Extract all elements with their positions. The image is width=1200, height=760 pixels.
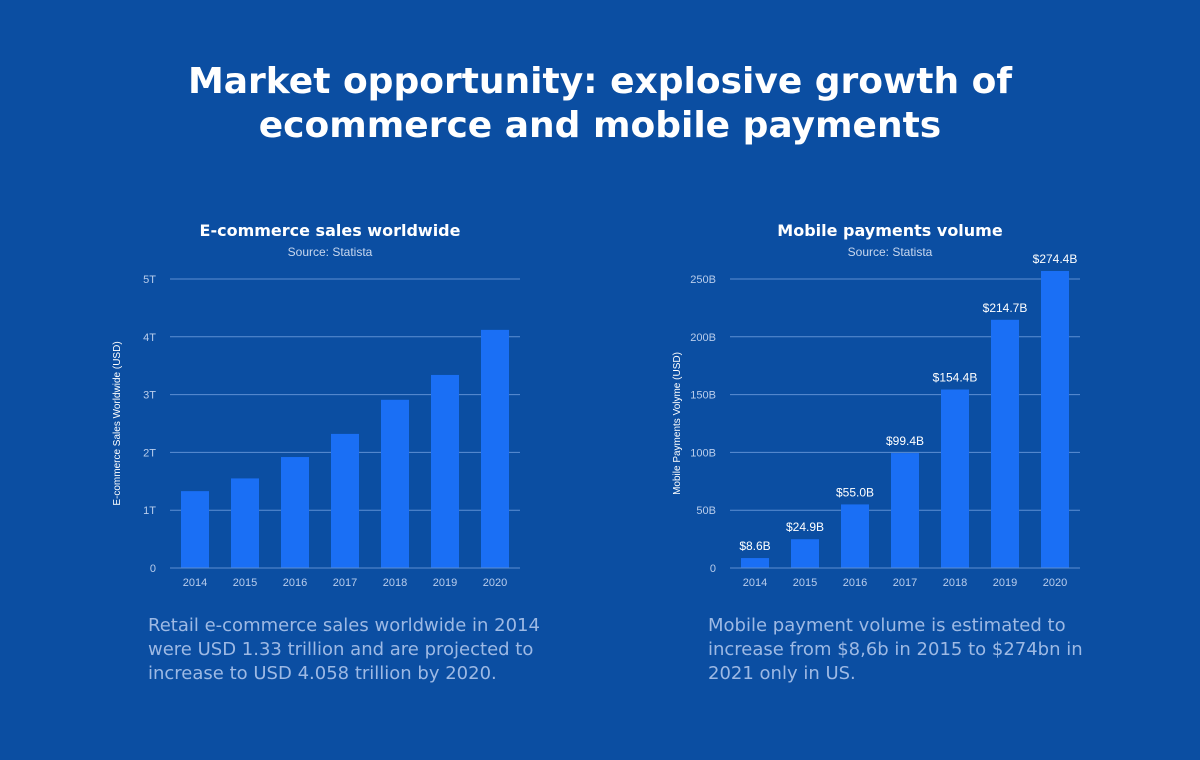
bar	[841, 504, 869, 568]
bar	[381, 399, 409, 568]
chart-subtitle: Source: Statista	[287, 245, 373, 259]
x-tick-label: 2016	[843, 577, 867, 589]
bar	[431, 374, 459, 568]
bar	[331, 433, 359, 568]
bar	[891, 453, 919, 568]
x-tick-label: 2014	[743, 577, 767, 589]
bar	[281, 457, 309, 568]
x-tick-label: 2016	[283, 577, 307, 589]
chart-subtitle: Source: Statista	[847, 245, 933, 259]
y-tick-label: 0	[150, 563, 156, 575]
data-label: $154.4B	[933, 371, 978, 385]
bar	[1041, 271, 1069, 568]
ecommerce-bar-chart: 0 1T 2T 3T 4T 5T E-commerce Sales Worldwide (U…	[112, 274, 520, 589]
bar	[181, 491, 209, 568]
x-tick-label: 2019	[993, 577, 1017, 589]
bar	[991, 319, 1019, 568]
mobile-payments-bar-chart: 0 50B 100B 150B 200B 250B Mobile Payments Voly…	[672, 252, 1080, 589]
chart-title: E-commerce sales worldwide	[199, 221, 461, 240]
y-tick-label: 50B	[696, 505, 716, 517]
data-label: $55.0B	[836, 485, 874, 499]
data-label: $8.6B	[739, 539, 770, 553]
y-tick-label: 150B	[690, 390, 716, 402]
bar	[791, 539, 819, 568]
y-tick-label: 0	[710, 563, 716, 575]
bar	[231, 478, 259, 568]
chart-title: Mobile payments volume	[777, 221, 1003, 240]
x-tick-label: 2020	[483, 577, 507, 589]
bar	[481, 329, 509, 568]
x-tick-label: 2017	[333, 577, 357, 589]
bar	[741, 558, 769, 568]
y-tick-label: 100B	[690, 447, 716, 459]
y-tick-label: 250B	[690, 274, 716, 286]
y-tick-label: 2T	[143, 447, 156, 459]
y-tick-label: 5T	[143, 274, 156, 286]
page-title: Market opportunity: explosive growth of …	[0, 60, 1200, 148]
data-label: $24.9B	[786, 520, 824, 534]
page-title-line-2: ecommerce and mobile payments	[258, 105, 942, 146]
y-axis-label: E-commerce Sales Worldwide (USD)	[112, 341, 123, 505]
data-label: $274.4B	[1033, 252, 1078, 266]
y-tick-label: 3T	[143, 390, 156, 402]
x-tick-label: 2017	[893, 577, 917, 589]
mobile-payments-caption: Mobile payment volume is estimated to in…	[708, 615, 1083, 684]
ecommerce-caption: Retail e-commerce sales worldwide in 201…	[148, 615, 540, 684]
bar	[941, 389, 969, 568]
data-label: $214.7B	[983, 301, 1028, 315]
page-title-line-1: Market opportunity: explosive growth of	[187, 61, 1013, 102]
x-tick-label: 2018	[383, 577, 407, 589]
x-tick-label: 2015	[233, 577, 257, 589]
x-tick-label: 2014	[183, 577, 207, 589]
y-tick-label: 200B	[690, 332, 716, 344]
x-tick-label: 2019	[433, 577, 457, 589]
x-tick-label: 2020	[1043, 577, 1067, 589]
data-label: $99.4B	[886, 434, 924, 448]
x-tick-label: 2015	[793, 577, 817, 589]
x-tick-label: 2018	[943, 577, 967, 589]
y-tick-label: 4T	[143, 332, 156, 344]
y-tick-label: 1T	[143, 505, 156, 517]
y-axis-label: Mobile Payments Volyme (USD)	[672, 352, 683, 495]
